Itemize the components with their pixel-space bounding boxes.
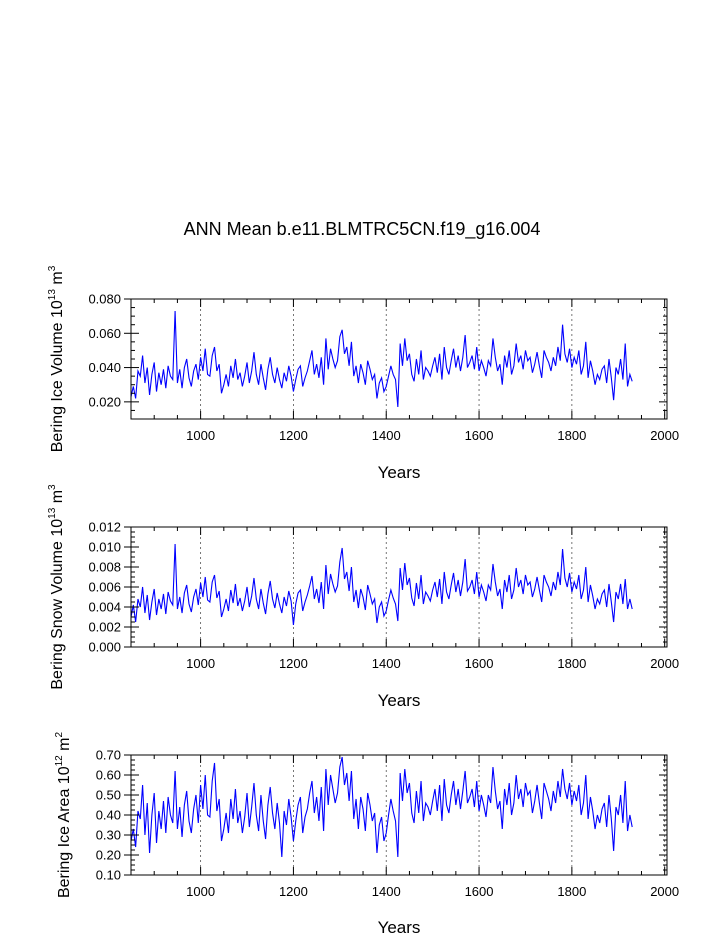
x-tick-label: 2000	[650, 656, 679, 671]
x-tick-label: 1200	[279, 884, 308, 899]
y-tick-label: 0.008	[88, 560, 121, 575]
y-tick-label: 0.004	[88, 600, 121, 615]
y-tick-label: 0.70	[96, 748, 121, 763]
y-tick-label: 0.002	[88, 620, 121, 635]
x-tick-label: 1800	[557, 428, 586, 443]
x-tick-label: 1400	[372, 428, 401, 443]
panel-snow-volume: 1000 1200 1400 1600 1800 2000 0.000 0.002 0.004 0…	[47, 484, 679, 710]
x-axis-label: Years	[378, 463, 421, 482]
y-axis-label: Bering Ice Volume 1013 m3	[47, 265, 66, 452]
x-tick-label: 1000	[186, 428, 215, 443]
y-axis-label: Bering Ice Area 1012 m2	[54, 732, 73, 899]
y-tick-label: 0.60	[96, 768, 121, 783]
x-tick-label: 1800	[557, 884, 586, 899]
panel-ice-area: 1000 1200 1400 1600 1800 2000 0.10 0.20 0.30 0.40…	[54, 732, 679, 935]
panel-ice-volume: 1000 1200 1400 1600 1800 2000 0.020 0.040 0.060 0…	[47, 265, 679, 482]
series-line	[130, 756, 633, 858]
y-axis-label-text: m	[49, 271, 66, 289]
x-axis-label: Years	[378, 691, 421, 710]
x-tick-label: 1000	[186, 656, 215, 671]
y-tick-label: 0.040	[88, 360, 121, 375]
y-axis-label-text: Bering Snow Volume 10	[49, 519, 66, 690]
x-tick-label: 1600	[465, 428, 494, 443]
x-tick-label: 1600	[465, 884, 494, 899]
y-axis-label-exponent: 2	[54, 732, 65, 738]
x-tick-label: 1400	[372, 656, 401, 671]
y-tick-label: 0.50	[96, 788, 121, 803]
x-tick-label: 2000	[650, 428, 679, 443]
figure-title: ANN Mean b.e11.BLMTRC5CN.f19_g16.004	[184, 219, 541, 240]
y-tick-label: 0.010	[88, 540, 121, 555]
y-axis-label-exponent: 3	[47, 265, 58, 271]
y-axis-label-text: Bering Ice Area 10	[56, 766, 73, 898]
x-tick-label: 1600	[465, 656, 494, 671]
y-axis-label-exponent: 12	[54, 755, 65, 767]
y-tick-label: 0.006	[88, 580, 121, 595]
x-tick-label: 1000	[186, 884, 215, 899]
y-axis-label-exponent: 13	[47, 507, 58, 519]
y-axis-label: Bering Snow Volume 1013 m3	[47, 484, 66, 690]
y-tick-label: 0.000	[88, 640, 121, 655]
y-tick-label: 0.40	[96, 808, 121, 823]
series-line	[130, 310, 633, 408]
y-axis-label-exponent: 13	[47, 289, 58, 301]
y-tick-label: 0.012	[88, 520, 121, 535]
y-tick-label: 0.20	[96, 848, 121, 863]
x-axis-label: Years	[378, 918, 421, 935]
series-line	[130, 543, 633, 626]
y-tick-label: 0.30	[96, 828, 121, 843]
x-tick-label: 1200	[279, 656, 308, 671]
y-tick-label: 0.10	[96, 868, 121, 883]
y-tick-label: 0.080	[88, 292, 121, 307]
y-axis-label-text: Bering Ice Volume 10	[49, 300, 66, 452]
y-tick-label: 0.060	[88, 326, 121, 341]
x-tick-label: 2000	[650, 884, 679, 899]
x-tick-label: 1800	[557, 656, 586, 671]
y-axis-label-text: m	[49, 490, 66, 508]
y-axis-label-text: m	[56, 738, 73, 756]
x-tick-label: 1200	[279, 428, 308, 443]
y-tick-label: 0.020	[88, 394, 121, 409]
x-tick-label: 1400	[372, 884, 401, 899]
y-axis-label-exponent: 3	[47, 484, 58, 490]
